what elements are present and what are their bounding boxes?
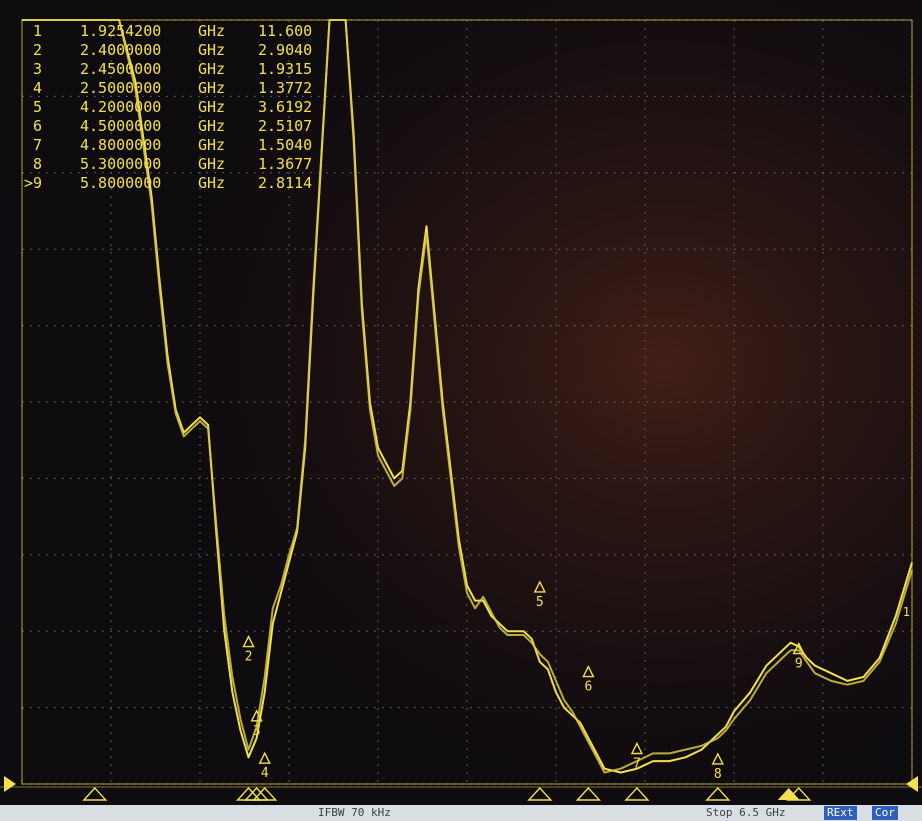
marker-table-freq: 4.8000000	[80, 136, 161, 154]
bottom-axis	[0, 776, 922, 801]
marker-table-id: >9	[24, 174, 42, 192]
marker-table-id: 5	[33, 98, 42, 116]
marker-table-id: 4	[33, 79, 42, 97]
cor-indicator[interactable]: Cor	[872, 806, 898, 820]
marker-table-freq: 5.3000000	[80, 155, 161, 173]
marker-table-value: 2.5107	[258, 117, 312, 135]
marker-table-unit: GHz	[198, 155, 225, 173]
marker-table-unit: GHz	[198, 79, 225, 97]
axis-marker-triangle	[575, 786, 601, 801]
axis-marker-triangle	[527, 786, 553, 801]
marker-triangle-8	[711, 752, 724, 765]
marker-label-7: 7	[633, 756, 641, 771]
trace-markers: 2 3 4 5 6 7 8 9 1	[242, 580, 910, 782]
marker-table-value: 1.3677	[258, 155, 312, 173]
marker-table-id: 8	[33, 155, 42, 173]
marker-table-id: 1	[33, 22, 42, 40]
active-marker-triangle	[777, 788, 800, 800]
marker-label-4: 4	[261, 766, 269, 781]
marker-triangle-7	[630, 741, 644, 755]
axis-marker-triangle	[252, 786, 278, 801]
marker-table-freq: 1.9254200	[80, 22, 161, 40]
marker-table-freq: 4.5000000	[80, 117, 161, 135]
marker-label-6: 6	[584, 680, 592, 695]
right-edge-marker-label: 1	[903, 605, 910, 619]
trace-line-2	[22, 19, 913, 774]
marker-triangle-6	[582, 665, 595, 678]
marker-label-3: 3	[253, 724, 261, 739]
trace-line-1	[22, 19, 913, 774]
axis-marker-triangle	[82, 786, 108, 801]
marker-table-value: 2.8114	[258, 174, 312, 192]
marker-table-value: 2.9040	[258, 41, 312, 59]
traces	[22, 19, 913, 774]
marker-triangle-5	[533, 580, 546, 593]
marker-table-unit: GHz	[198, 117, 225, 135]
marker-table-value: 11.600	[258, 22, 312, 40]
marker-table-id: 7	[33, 136, 42, 154]
marker-label-8: 8	[714, 767, 722, 782]
marker-label-2: 2	[245, 650, 253, 665]
marker-table-freq: 2.5000000	[80, 79, 161, 97]
marker-table-id: 3	[33, 60, 42, 78]
marker-table-id: 2	[33, 41, 42, 59]
rext-indicator[interactable]: RExt	[824, 806, 857, 820]
marker-table-freq: 2.4500000	[80, 60, 161, 78]
marker-table-value: 3.6192	[258, 98, 312, 116]
marker-table-freq: 2.4000000	[80, 41, 161, 59]
marker-table-unit: GHz	[198, 41, 225, 59]
axis-marker-triangle	[705, 786, 731, 801]
reference-arrow-right	[906, 776, 918, 792]
plot-frame	[21, 19, 913, 785]
marker-table-freq: 4.2000000	[80, 98, 161, 116]
marker-table-unit: GHz	[198, 98, 225, 116]
marker-label-5: 5	[536, 595, 544, 610]
marker-table: 1 1.9254200 GHz 11.600 2 2.4000000 GHz 2.9040 3 2…	[24, 22, 312, 192]
marker-label-9: 9	[795, 657, 803, 672]
marker-table-value: 1.9315	[258, 60, 312, 78]
marker-table-unit: GHz	[198, 60, 225, 78]
axis-marker-triangle	[624, 786, 650, 801]
grid	[21, 19, 913, 785]
reference-arrow-left	[4, 776, 16, 792]
status-ifbw: IFBW 70 kHz	[318, 806, 391, 819]
status-stop-freq: Stop 6.5 GHz	[706, 806, 786, 819]
marker-triangle-9	[792, 642, 805, 655]
marker-table-unit: GHz	[198, 174, 225, 192]
status-bar	[0, 805, 922, 821]
marker-table-unit: GHz	[198, 22, 225, 40]
marker-table-value: 1.5040	[258, 136, 312, 154]
marker-triangle-2	[242, 634, 255, 648]
marker-table-id: 6	[33, 117, 42, 135]
marker-table-freq: 5.8000000	[80, 174, 161, 192]
marker-triangle-3	[250, 709, 263, 722]
marker-table-value: 1.3772	[258, 79, 312, 97]
marker-triangle-4	[258, 751, 271, 764]
marker-table-unit: GHz	[198, 136, 225, 154]
